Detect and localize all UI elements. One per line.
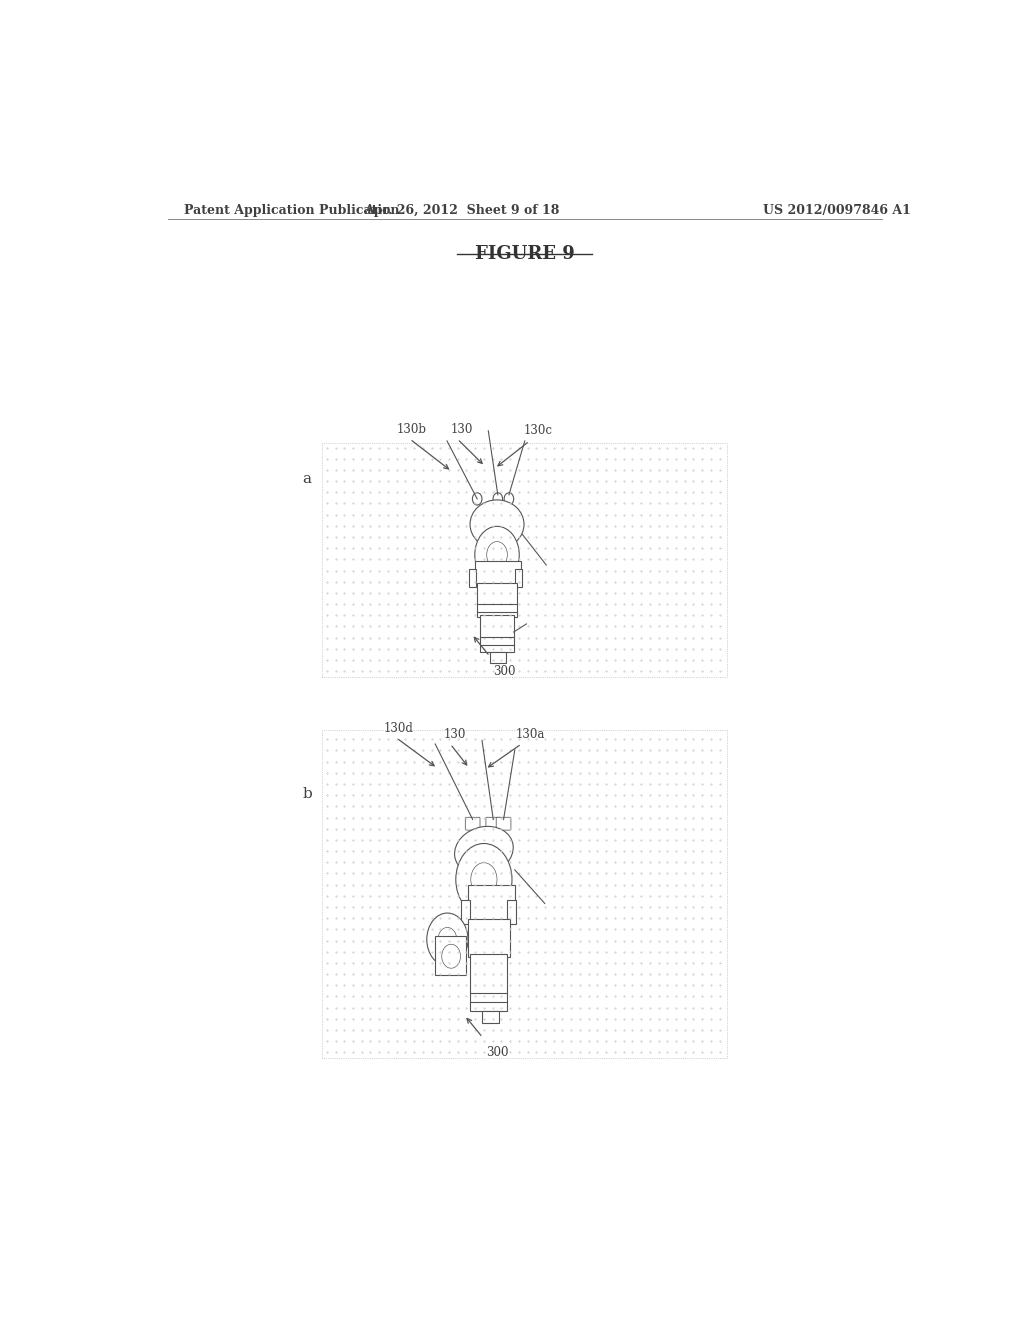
- Text: 130: 130: [443, 727, 466, 741]
- Circle shape: [494, 492, 503, 506]
- Text: Apr. 26, 2012  Sheet 9 of 18: Apr. 26, 2012 Sheet 9 of 18: [364, 205, 559, 216]
- Text: 300: 300: [486, 1045, 508, 1059]
- Text: 130b: 130b: [396, 422, 426, 436]
- Circle shape: [472, 492, 482, 506]
- FancyBboxPatch shape: [486, 817, 501, 830]
- FancyBboxPatch shape: [475, 561, 521, 585]
- Ellipse shape: [470, 500, 524, 549]
- Text: 130a: 130a: [515, 727, 545, 741]
- Ellipse shape: [455, 826, 513, 875]
- Circle shape: [427, 913, 468, 966]
- Circle shape: [441, 944, 461, 969]
- Text: FIGURE 9: FIGURE 9: [475, 244, 574, 263]
- FancyBboxPatch shape: [507, 900, 516, 924]
- FancyBboxPatch shape: [465, 817, 480, 830]
- FancyBboxPatch shape: [489, 652, 506, 663]
- FancyBboxPatch shape: [462, 900, 470, 924]
- FancyBboxPatch shape: [477, 583, 517, 616]
- Text: a: a: [303, 471, 311, 486]
- FancyBboxPatch shape: [468, 919, 510, 957]
- FancyBboxPatch shape: [435, 936, 466, 975]
- FancyBboxPatch shape: [482, 1011, 499, 1023]
- Text: b: b: [303, 787, 312, 801]
- Circle shape: [504, 492, 514, 506]
- Circle shape: [438, 928, 457, 952]
- FancyBboxPatch shape: [497, 817, 511, 830]
- Text: 130d: 130d: [384, 722, 414, 735]
- Text: 130: 130: [451, 422, 473, 436]
- Circle shape: [475, 527, 519, 583]
- Text: 300: 300: [494, 664, 515, 677]
- Circle shape: [456, 843, 512, 916]
- Text: US 2012/0097846 A1: US 2012/0097846 A1: [763, 205, 910, 216]
- FancyBboxPatch shape: [468, 886, 515, 921]
- Text: 130c: 130c: [523, 424, 552, 437]
- Circle shape: [486, 541, 507, 568]
- FancyBboxPatch shape: [480, 615, 514, 652]
- FancyBboxPatch shape: [469, 569, 476, 587]
- Text: Patent Application Publication: Patent Application Publication: [183, 205, 399, 216]
- Circle shape: [471, 863, 497, 896]
- FancyBboxPatch shape: [515, 569, 522, 587]
- FancyBboxPatch shape: [470, 954, 507, 1011]
